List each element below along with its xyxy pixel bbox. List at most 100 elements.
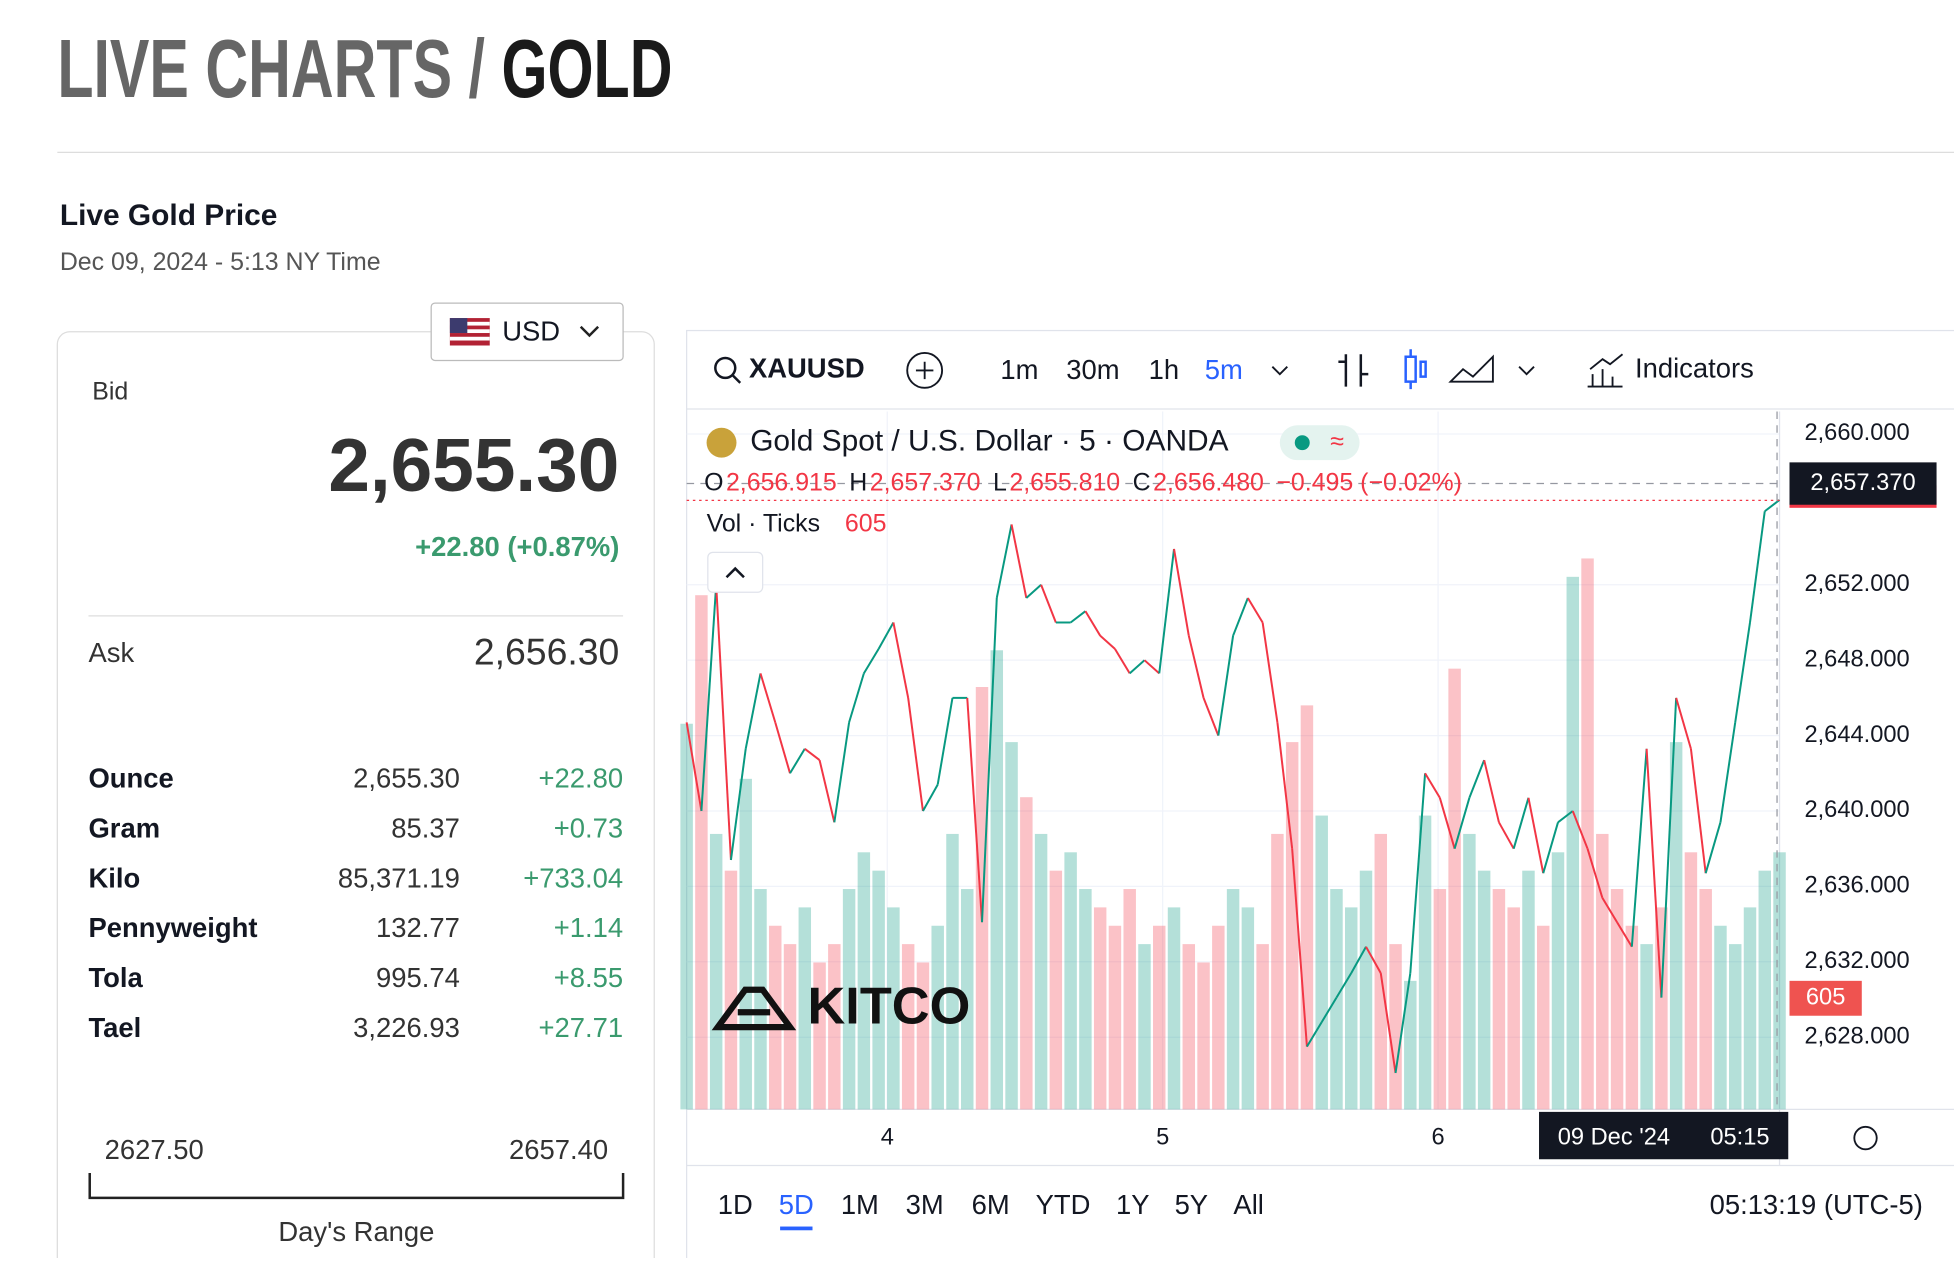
range[interactable]: 5Y (1175, 1189, 1209, 1220)
range[interactable]: 1D (718, 1189, 753, 1220)
volume-bar (901, 944, 915, 1110)
unit-change: +1.14 (554, 912, 623, 943)
price-segment (715, 584, 732, 861)
ask: 2,656.30 (474, 630, 620, 672)
indicators-icon[interactable] (1587, 353, 1624, 388)
settings-icon[interactable] (1853, 1125, 1878, 1151)
ohlc-value: 2,655.810 (1009, 468, 1120, 496)
watermark: KITCO (808, 978, 971, 1036)
interval[interactable]: 1h (1149, 354, 1179, 385)
x-tick-label: 4 (881, 1124, 894, 1150)
price-segment (700, 584, 718, 812)
price-segment (1468, 759, 1486, 799)
volume-bar (842, 889, 856, 1110)
price-segment (1586, 848, 1604, 898)
interval[interactable]: 5m (1205, 354, 1243, 385)
price-card (56, 331, 655, 1263)
compare-button[interactable] (906, 352, 944, 389)
range[interactable]: 6M (972, 1189, 1010, 1220)
interval[interactable]: 1m (1000, 354, 1038, 385)
collapse-button[interactable] (707, 551, 764, 593)
price-segment (1719, 722, 1737, 823)
price-segment (892, 622, 910, 699)
price-segment (1010, 524, 1028, 599)
volume-bar (1669, 742, 1683, 1110)
volume-bar (1448, 668, 1461, 1110)
volume-bar (1522, 870, 1535, 1110)
volume-last-box (1789, 980, 1862, 1016)
range[interactable]: 1Y (1116, 1189, 1150, 1220)
y-tick-label: 2,636.000 (1804, 873, 1909, 899)
unit-change: +733.04 (523, 862, 623, 893)
unit-name: Pennyweight (88, 912, 257, 943)
volume-bar (695, 595, 708, 1110)
bid-label: Bid (92, 377, 128, 405)
price-segment (1394, 972, 1412, 1074)
unit-price: 132.77 (376, 912, 460, 943)
range[interactable]: YTD (1036, 1189, 1091, 1220)
ohlc-key: C (1133, 468, 1151, 496)
range[interactable]: All (1233, 1189, 1263, 1220)
volume-bar (1345, 907, 1358, 1110)
volume-bar (1256, 944, 1269, 1110)
y-tick-label: 2,644.000 (1804, 722, 1909, 748)
volume-last: 605 (845, 510, 887, 538)
range[interactable]: 1M (841, 1189, 879, 1220)
price-segment (685, 722, 703, 812)
crosshair-time-box (1539, 1111, 1789, 1160)
ranges: 1D 5D 1M 3M 6M YTD 1Y 5Y All (718, 1189, 1264, 1231)
price-segment (1601, 897, 1618, 923)
currency: USD (502, 315, 560, 346)
price-segment (1675, 697, 1692, 750)
price-segment (1247, 597, 1264, 623)
interval[interactable]: 30m (1066, 354, 1119, 385)
search-icon[interactable] (714, 356, 737, 380)
volume-bar (1093, 907, 1107, 1110)
unit-price: 3,226.93 (353, 1012, 460, 1043)
title-main: GOLD (501, 23, 672, 115)
chevron[interactable] (1271, 366, 1288, 376)
price-segment (1114, 648, 1131, 674)
price-segment (1025, 584, 1042, 599)
range[interactable]: 3M (906, 1189, 944, 1220)
price-segment (1689, 748, 1707, 874)
area-icon[interactable] (1448, 354, 1494, 383)
price-segment (1261, 622, 1279, 723)
title: LIVE CHARTS / GOLD (57, 23, 672, 115)
price-segment (1040, 584, 1057, 623)
price-segment (1350, 946, 1367, 974)
currency-select[interactable] (430, 302, 624, 362)
volume-bar (872, 870, 885, 1110)
price-segment (1734, 622, 1751, 723)
volume-bar (1404, 980, 1417, 1110)
volume-bar (739, 778, 752, 1110)
price-segment (981, 597, 998, 923)
crosshair-time: 05:15 (1710, 1124, 1769, 1150)
search-icon (731, 374, 742, 384)
volume-bar (1684, 852, 1698, 1110)
symbol[interactable]: XAUUSD (749, 353, 865, 384)
chevron[interactable] (1518, 366, 1535, 376)
y-tick-label: 2,632.000 (1804, 948, 1909, 974)
ohlc-value: 2,656.480 (1153, 468, 1264, 496)
price-segment (804, 747, 821, 761)
volume-bar (1477, 870, 1491, 1110)
volume-bar (1610, 889, 1624, 1110)
price-segment (863, 648, 880, 674)
bars-icon[interactable] (1338, 354, 1369, 387)
volume-bar (961, 889, 974, 1110)
range[interactable]: 5D (779, 1189, 814, 1220)
y-tick-label: 2,660.000 (1804, 420, 1909, 446)
volume-bar (680, 723, 693, 1110)
volume-bar (1389, 944, 1402, 1110)
candles-icon[interactable] (1404, 349, 1427, 390)
units-table: Ounce 2,655.30 +22.80 Gram 85.37 +0.73 Kilo 85,… (88, 763, 623, 1043)
price-segment (833, 722, 851, 823)
y-tick-label: 2,652.000 (1804, 571, 1909, 597)
unit-name: Ounce (88, 763, 173, 794)
unit-price: 85.37 (391, 812, 460, 843)
volume-bar (1359, 870, 1373, 1110)
indicators[interactable]: Indicators (1635, 353, 1754, 384)
y-tick-label: 2,648.000 (1804, 646, 1909, 672)
